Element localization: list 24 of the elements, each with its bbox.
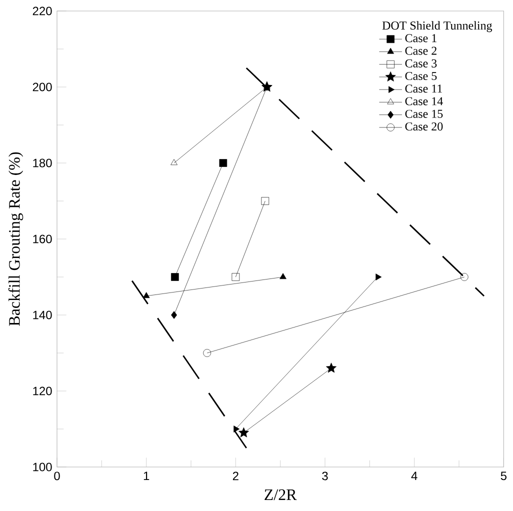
x-tick-label: 4: [411, 472, 418, 480]
y-tick-label: 180: [33, 158, 52, 168]
x-tick-label: 0: [54, 472, 60, 480]
legend-label: Case 14: [405, 97, 443, 106]
x-axis-title: Z/2R: [264, 489, 297, 500]
y-tick-label: 200: [32, 82, 52, 92]
x-tick-label: 1: [144, 472, 150, 480]
x-tick-label: 5: [500, 472, 507, 480]
legend-title: DOT Shield Tunneling: [382, 21, 492, 32]
x-tick-label: 3: [322, 472, 328, 480]
legend-label: Case 11: [405, 84, 442, 93]
y-tick-label: 220: [32, 6, 52, 16]
x-tick-label: 2: [232, 472, 238, 480]
legend-label: Case 1: [405, 34, 436, 42]
y-tick-label: 120: [33, 386, 52, 396]
legend-label: Case 3: [405, 59, 437, 68]
legend-label: Case 20: [405, 122, 443, 131]
legend-label: Case 15: [405, 110, 443, 118]
legend-label: Case 2: [405, 46, 436, 55]
y-axis-title: Backfill Grouting Rate (%): [8, 152, 24, 326]
legend-label: Case 5: [405, 72, 437, 80]
y-tick-label: 140: [33, 310, 52, 320]
y-tick-label: 100: [33, 462, 52, 472]
y-tick-label: 160: [33, 234, 52, 244]
